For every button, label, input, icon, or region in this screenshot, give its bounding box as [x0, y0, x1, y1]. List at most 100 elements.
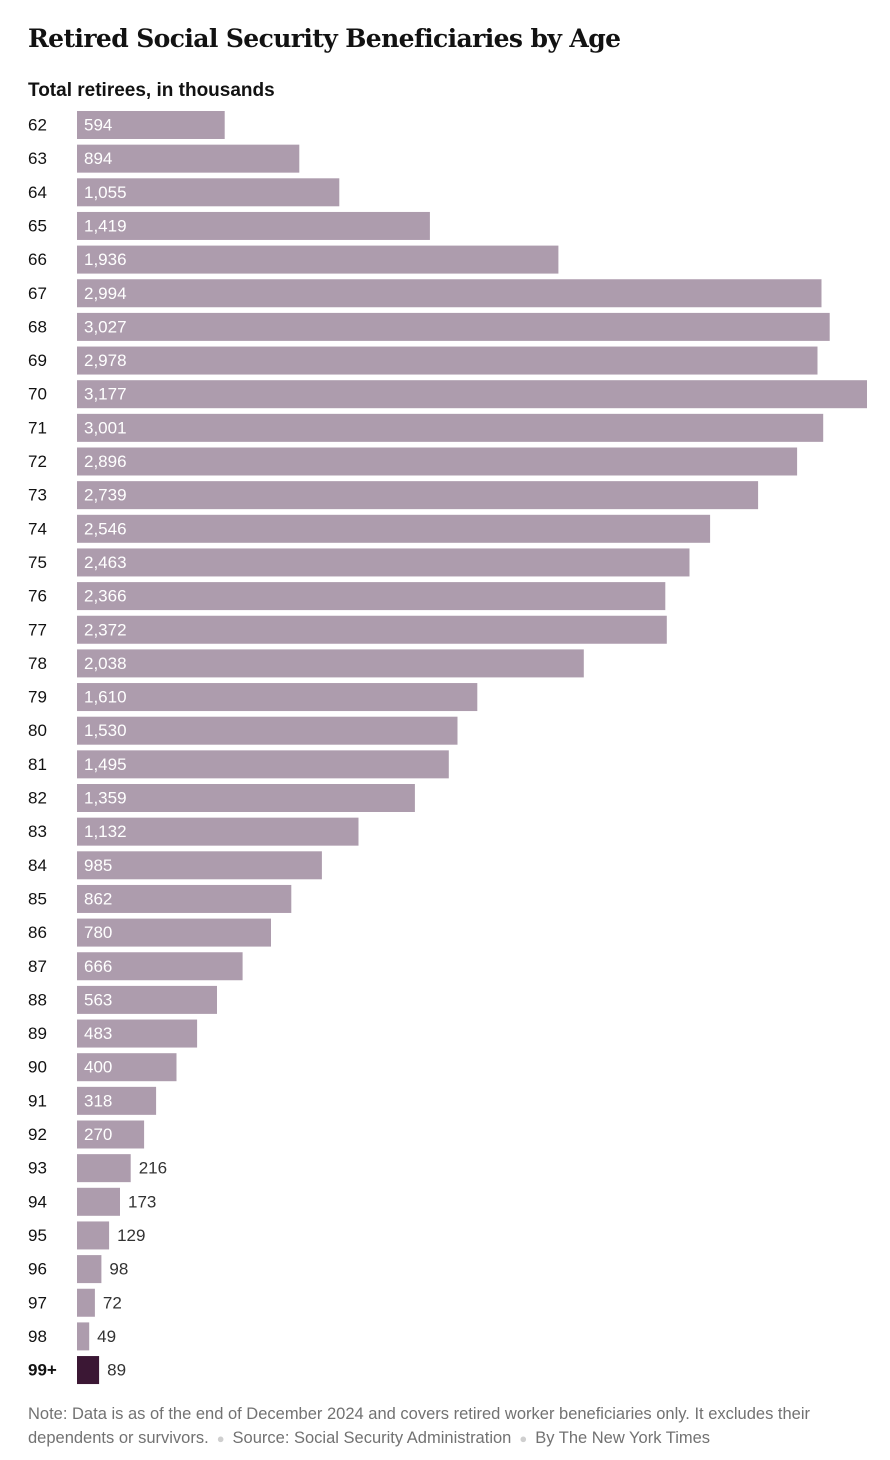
bar	[77, 279, 822, 308]
bar	[77, 918, 271, 947]
value-label: 89	[107, 1361, 126, 1380]
note-text: Note: Data is as of the end of December …	[28, 1405, 811, 1447]
age-label: 87	[28, 957, 47, 976]
value-label: 1,359	[84, 789, 127, 808]
bar	[77, 447, 798, 476]
age-label: 85	[28, 889, 47, 908]
bar	[77, 750, 449, 779]
value-label: 1,530	[84, 721, 127, 740]
age-label: 95	[28, 1226, 47, 1245]
value-label: 173	[128, 1192, 156, 1211]
age-label: 62	[28, 116, 47, 135]
age-label: 67	[28, 284, 47, 303]
bar	[77, 716, 458, 745]
value-label: 2,896	[84, 452, 127, 471]
bar	[77, 784, 415, 812]
age-label: 80	[28, 721, 47, 740]
chart-footnote: Note: Data is as of the end of December …	[28, 1402, 863, 1451]
value-label: 666	[84, 957, 112, 976]
bar	[77, 1288, 95, 1317]
bar	[77, 144, 300, 173]
value-label: 270	[84, 1125, 112, 1144]
bar	[77, 615, 667, 644]
age-label: 98	[28, 1327, 47, 1346]
value-label: 563	[84, 990, 112, 1009]
bar	[77, 548, 690, 577]
byline-text: By The New York Times	[535, 1429, 711, 1447]
bar	[77, 111, 225, 139]
age-label: 96	[28, 1260, 47, 1279]
value-label: 1,055	[84, 183, 127, 202]
age-label: 71	[28, 418, 47, 437]
age-label: 76	[28, 587, 47, 606]
age-label: 89	[28, 1024, 47, 1043]
bar	[77, 178, 340, 207]
bar	[77, 312, 830, 341]
bar	[77, 1120, 145, 1149]
age-label: 82	[28, 789, 47, 808]
value-label: 1,495	[84, 755, 127, 774]
bar	[77, 1154, 131, 1183]
age-label: 63	[28, 149, 47, 168]
value-label: 2,366	[84, 587, 127, 606]
age-label: 97	[28, 1293, 47, 1312]
age-label: 79	[28, 688, 47, 707]
age-label: 88	[28, 990, 47, 1009]
bar	[77, 1019, 198, 1048]
age-label: 75	[28, 553, 47, 572]
bar	[77, 346, 818, 375]
age-label: 65	[28, 216, 47, 235]
bar	[77, 1086, 157, 1115]
value-label: 2,463	[84, 553, 127, 572]
bar	[77, 211, 430, 240]
value-label: 894	[84, 149, 112, 168]
bar	[77, 481, 759, 510]
value-label: 2,994	[84, 284, 127, 303]
value-label: 400	[84, 1058, 112, 1077]
value-label: 49	[97, 1327, 116, 1346]
value-label: 1,936	[84, 250, 127, 269]
value-label: 3,001	[84, 418, 127, 437]
bar-chart: 62 594 63 894 64 1,055 65 1,419 66 1,936 67 2,994 68…	[28, 111, 867, 1385]
age-label: 78	[28, 654, 47, 673]
age-label: 77	[28, 620, 47, 639]
bar	[77, 817, 359, 846]
value-label: 1,132	[84, 822, 127, 841]
separator-dot: ●	[519, 1431, 528, 1446]
bar	[77, 952, 243, 981]
value-label: 318	[84, 1091, 112, 1110]
age-label: 69	[28, 351, 47, 370]
bar	[77, 985, 217, 1014]
age-label: 91	[28, 1091, 47, 1110]
age-label: 99+	[28, 1361, 57, 1380]
age-label: 68	[28, 317, 47, 336]
value-label: 1,610	[84, 688, 127, 707]
value-label: 129	[117, 1226, 145, 1245]
age-label: 92	[28, 1125, 47, 1144]
age-label: 64	[28, 183, 47, 202]
bar	[77, 1053, 177, 1082]
age-label: 90	[28, 1058, 47, 1077]
bar	[77, 1187, 120, 1216]
bar	[77, 582, 666, 611]
age-label: 83	[28, 822, 47, 841]
age-label: 81	[28, 755, 47, 774]
age-label: 73	[28, 486, 47, 505]
bar	[77, 413, 824, 442]
age-label: 72	[28, 452, 47, 471]
chart-title: Retired Social Security Beneficiaries by…	[28, 24, 621, 53]
value-label: 862	[84, 889, 112, 908]
chart-subtitle: Total retirees, in thousands	[28, 80, 275, 101]
bar	[77, 245, 559, 274]
bar	[77, 514, 711, 543]
age-label: 66	[28, 250, 47, 269]
value-label: 2,546	[84, 519, 127, 538]
value-label: 3,177	[84, 385, 127, 404]
separator-dot: ●	[216, 1431, 225, 1446]
value-label: 780	[84, 923, 112, 942]
value-label: 72	[103, 1293, 122, 1312]
bar	[77, 380, 867, 409]
value-label: 2,978	[84, 351, 127, 370]
bar	[77, 683, 478, 712]
value-label: 3,027	[84, 317, 127, 336]
